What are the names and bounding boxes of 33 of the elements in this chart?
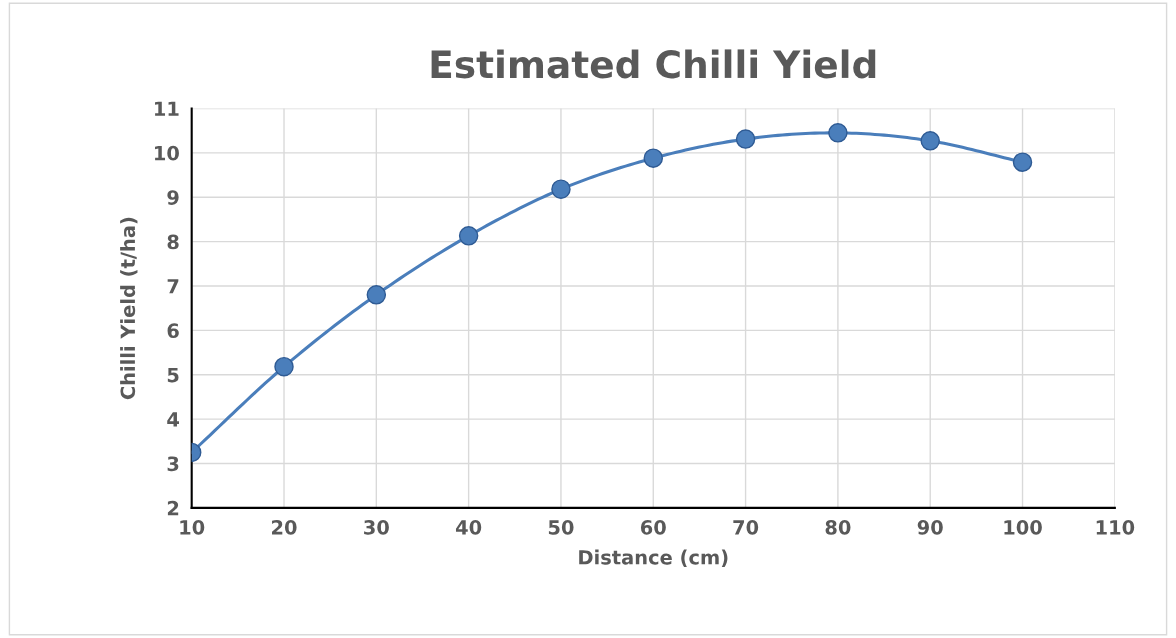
chart-title: Estimated Chilli Yield xyxy=(431,49,876,79)
x-tick-label: 100 xyxy=(1004,520,1042,535)
x-tick-label: 10 xyxy=(180,520,205,535)
x-axis-title: Distance (cm) xyxy=(579,549,728,567)
point xyxy=(551,179,571,199)
point xyxy=(366,285,387,305)
point xyxy=(274,356,294,377)
point xyxy=(735,129,756,149)
point xyxy=(1012,152,1033,172)
y-tick-label: 7 xyxy=(167,279,179,294)
y-tick-label: 8 xyxy=(167,234,179,250)
x-tick-label: 60 xyxy=(640,520,666,535)
y-axis-title: Chilli Yield (t/ha) xyxy=(120,217,138,400)
x-tick-label: 50 xyxy=(548,520,574,535)
point xyxy=(458,226,479,246)
y-tick-label: 9 xyxy=(167,190,179,205)
y-tick-label: 5 xyxy=(167,367,179,383)
y-tick-label: 11 xyxy=(155,101,179,116)
x-tick-label: 80 xyxy=(825,520,851,535)
x-tick-label: 40 xyxy=(455,520,482,535)
y-tick-label: 4 xyxy=(167,412,179,427)
y-tick-label: 2 xyxy=(167,500,179,516)
x-tick-label: 70 xyxy=(733,520,759,535)
point xyxy=(828,123,848,143)
y-tick-label: 3 xyxy=(167,456,179,472)
x-tick-label: 90 xyxy=(917,520,943,535)
x-tick-label: 110 xyxy=(1096,520,1135,535)
y-tick-label: 6 xyxy=(167,323,179,339)
x-tick-label: 20 xyxy=(272,520,297,535)
x-tick-label: 30 xyxy=(364,520,389,535)
y-tick-label: 10 xyxy=(155,145,179,161)
point xyxy=(920,131,940,151)
point xyxy=(643,148,664,168)
